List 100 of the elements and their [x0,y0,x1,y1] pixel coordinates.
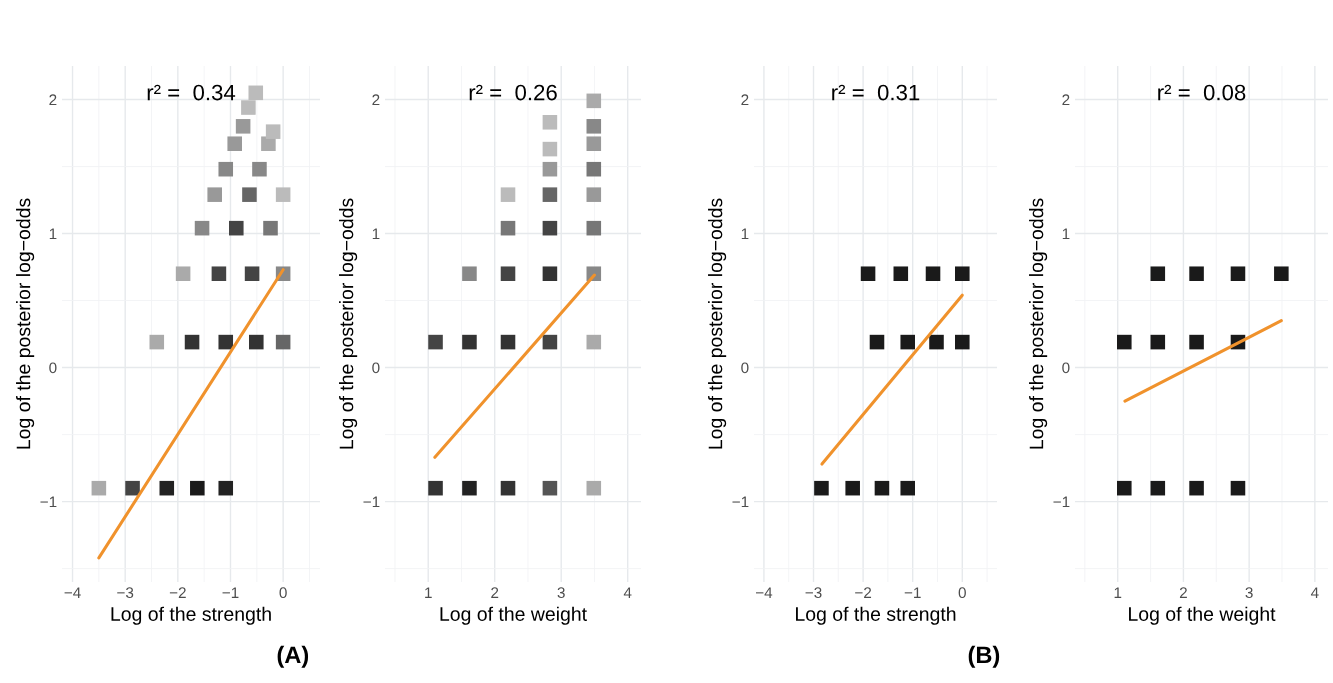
y-tick-label: 1 [49,228,57,240]
point [207,187,222,202]
point [955,334,970,350]
point [500,480,516,496]
text: r² = 0.08 [1158,84,1246,101]
y-axis-title: Log of the posterior log−odds [16,198,35,449]
point [893,266,909,282]
point [586,161,602,177]
y-tick-label: 1 [741,228,749,240]
text: (B) [968,645,1000,668]
point [542,161,558,177]
point [241,100,256,115]
x-tick-label: 4 [623,587,632,598]
point [500,187,516,202]
y-axis-title: Log of the posterior log−odds [708,198,727,449]
point [275,187,291,202]
x-tick-label: −4 [755,587,773,598]
point [929,334,944,350]
point [175,266,191,282]
x-tick-label: −1 [904,587,921,598]
point [125,480,140,496]
point [542,141,558,157]
point [542,334,558,350]
y-tick-label: 2 [1062,94,1070,106]
point [1189,266,1204,282]
x-tick-label: −1 [222,587,239,598]
point [542,115,558,130]
point [275,334,291,350]
point [542,187,558,202]
text: r² = 0.34 [147,84,236,101]
point [1230,480,1246,496]
point [229,220,244,236]
point [218,480,234,496]
point [586,480,602,496]
point [1150,266,1166,282]
x-axis-title: Log of the strength [111,606,271,625]
x-tick-label: 3 [557,587,565,599]
point [227,136,242,152]
point [263,220,278,236]
point [586,187,602,202]
point [900,334,916,350]
y-tick-label: 0 [1062,362,1070,374]
point [242,187,257,202]
y-axis-title: Log of the posterior log−odds [339,198,358,449]
point [462,480,477,496]
point [814,480,829,496]
point [265,124,281,139]
point [500,266,516,282]
point [586,136,602,152]
point [500,220,516,236]
point [1274,266,1289,282]
point [1189,480,1204,496]
x-tick-label: 2 [1179,587,1187,598]
x-tick-label: 1 [1114,587,1122,598]
text: (A) [277,645,309,668]
point [462,266,477,282]
point [586,93,602,109]
y-tick-label: 0 [372,362,380,374]
point [542,220,558,236]
point [586,220,602,236]
point [955,266,970,282]
point [1150,480,1166,496]
x-tick-label: 3 [1245,587,1253,599]
point [428,480,443,496]
point [218,334,234,350]
x-tick-label: −3 [805,587,822,599]
point [190,480,205,496]
point [218,161,234,177]
y-tick-label: 1 [372,228,380,240]
point [1150,334,1166,350]
point [252,161,267,177]
point [91,480,107,496]
point [542,266,558,282]
point [845,480,860,496]
x-tick-label: 4 [1310,587,1319,598]
y-tick-label: −1 [732,496,749,508]
y-tick-label: −1 [40,496,57,508]
point [586,119,602,134]
point [860,266,876,282]
point [211,266,227,282]
x-axis-title: Log of the weight [1129,606,1276,625]
y-axis-title: Log of the posterior log−odds [1029,198,1048,449]
point [428,334,443,350]
point [1117,334,1132,350]
y-tick-label: 2 [741,94,749,106]
x-axis-title: Log of the strength [796,606,956,625]
point [586,334,602,350]
point [194,220,210,236]
x-tick-label: 0 [279,587,287,599]
point [869,334,885,350]
point [500,334,516,350]
text: r² = 0.26 [469,84,557,101]
point [159,480,175,496]
text: r² = 0.31 [832,84,920,101]
y-tick-label: 0 [741,362,749,374]
x-tick-label: 2 [491,587,499,598]
point [149,334,165,350]
point [244,266,260,282]
point [1230,266,1246,282]
point [235,119,251,134]
